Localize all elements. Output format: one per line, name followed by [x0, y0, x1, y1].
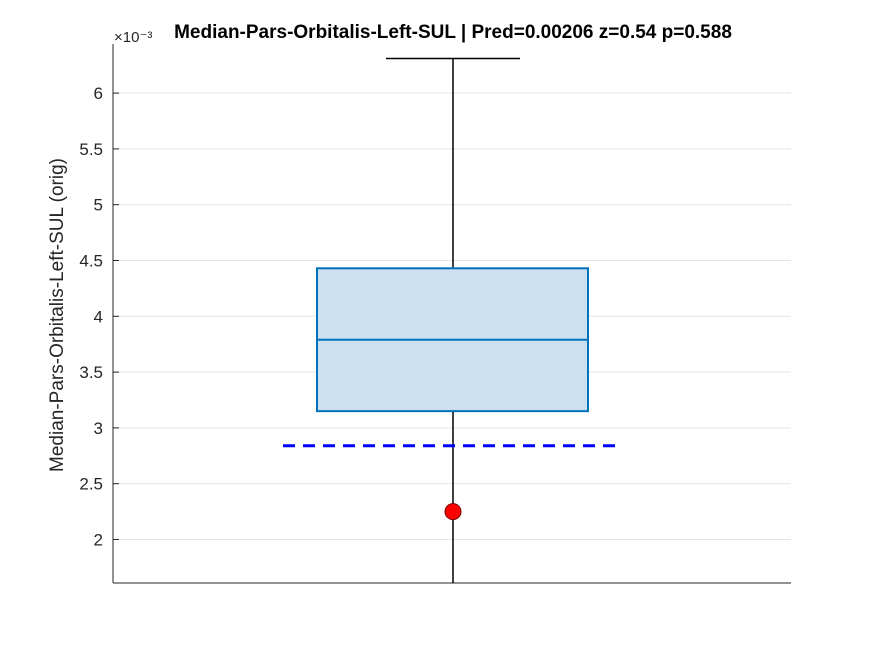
y-tick-label: 3	[94, 419, 103, 438]
y-ticks: 2 2.5 3 3.5 4 4.5 5 5.5 6	[79, 84, 119, 549]
y-tick-label: 3.5	[79, 363, 103, 382]
y-tick-label: 2	[94, 530, 103, 549]
prediction-point	[444, 503, 462, 521]
y-exponent-label: ×10⁻³	[114, 29, 152, 46]
chart-title: Median-Pars-Orbitalis-Left-SUL | Pred=0.…	[174, 22, 732, 43]
y-tick-label: 4	[94, 307, 103, 326]
axes	[112, 44, 791, 584]
y-tick-label: 5	[94, 196, 103, 215]
y-tick-label: 5.5	[79, 140, 103, 159]
box-plot	[316, 57, 589, 583]
overlays	[283, 444, 623, 521]
y-tick-label: 6	[94, 84, 103, 103]
y-tick-label: 2.5	[79, 475, 103, 494]
y-axis-label: Median-Pars-Orbitalis-Left-SUL (orig)	[47, 158, 68, 472]
y-tick-label: 4.5	[79, 251, 103, 270]
